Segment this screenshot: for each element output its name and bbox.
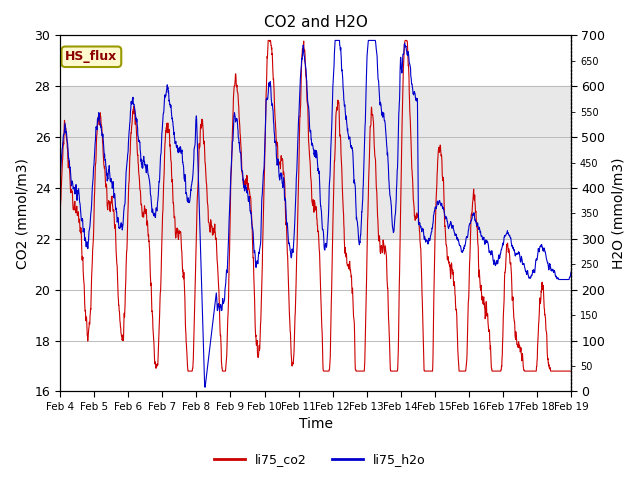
li75_co2 bbox=[56, 213, 64, 218]
li75_h2o bbox=[201, 384, 209, 390]
Y-axis label: CO2 (mmol/m3): CO2 (mmol/m3) bbox=[15, 158, 29, 269]
li75_co2 bbox=[83, 316, 90, 322]
li75_h2o bbox=[83, 244, 90, 250]
li75_co2 bbox=[567, 368, 575, 374]
Line: li75_h2o: li75_h2o bbox=[60, 40, 571, 387]
Text: HS_flux: HS_flux bbox=[65, 50, 118, 63]
li75_co2 bbox=[553, 368, 561, 374]
li75_h2o bbox=[56, 180, 64, 186]
X-axis label: Time: Time bbox=[299, 418, 333, 432]
li75_h2o bbox=[552, 274, 560, 279]
li75_h2o bbox=[365, 37, 372, 43]
Legend: li75_co2, li75_h2o: li75_co2, li75_h2o bbox=[209, 448, 431, 471]
Line: li75_co2: li75_co2 bbox=[60, 40, 571, 371]
Y-axis label: H2O (mmol/m3): H2O (mmol/m3) bbox=[611, 157, 625, 269]
li75_h2o bbox=[305, 108, 313, 113]
li75_co2 bbox=[552, 368, 560, 374]
li75_h2o bbox=[567, 269, 575, 275]
li75_co2 bbox=[401, 37, 409, 43]
li75_h2o bbox=[291, 207, 299, 213]
li75_h2o bbox=[553, 276, 561, 281]
li75_co2 bbox=[184, 368, 192, 374]
li75_co2 bbox=[305, 141, 313, 146]
Title: CO2 and H2O: CO2 and H2O bbox=[264, 15, 367, 30]
Bar bbox=[60, 86, 571, 239]
li75_co2 bbox=[459, 368, 467, 374]
li75_co2 bbox=[291, 310, 299, 316]
li75_h2o bbox=[459, 248, 467, 253]
